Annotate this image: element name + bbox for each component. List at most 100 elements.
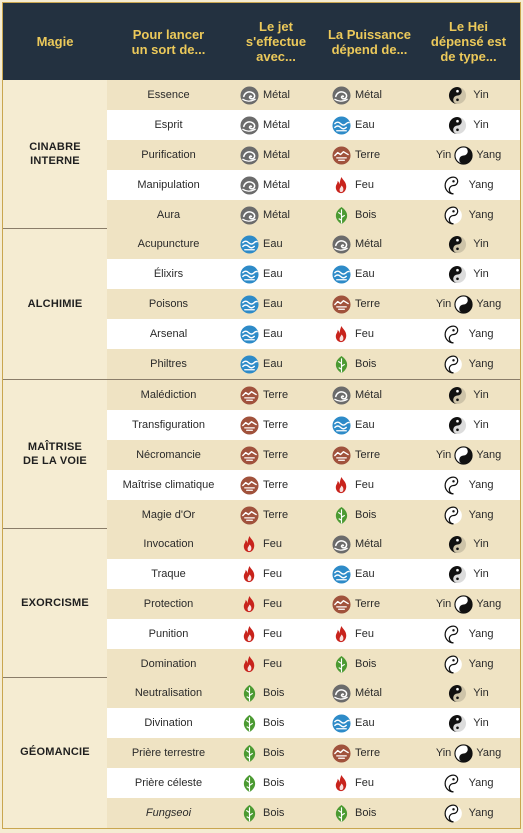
- element-label: Métal: [355, 89, 382, 101]
- metal-icon: [240, 145, 259, 165]
- hei-cell: Yin: [417, 535, 520, 554]
- hei-both: Yin Yang: [433, 594, 504, 614]
- earth-icon: [240, 475, 259, 495]
- element-label: Terre: [355, 449, 381, 461]
- puissance-cell: Bois: [322, 506, 417, 525]
- water-icon: [240, 324, 259, 344]
- spell-name: Essence: [147, 89, 190, 101]
- group-rows: Invocation Feu Métal Yin Traque Feu Eau Yin Prot…: [107, 529, 520, 679]
- yin-yang-icon: [454, 145, 473, 165]
- jet-cell: Métal: [230, 145, 322, 165]
- hei-cell: Yang: [417, 476, 520, 495]
- puissance-cell: Métal: [322, 85, 417, 105]
- hei-both: Yin Yang: [433, 743, 504, 763]
- puissance-cell: Bois: [322, 804, 417, 823]
- element-label: Bois: [355, 658, 377, 670]
- wood-icon: [240, 684, 259, 703]
- group-rows: Essence Métal Métal Yin Esprit Métal Eau Yin Pur…: [107, 80, 520, 230]
- element-label: Yang: [468, 777, 494, 789]
- spell-name: Prière céleste: [134, 777, 203, 789]
- group-rows: Neutralisation Bois Métal Yin Divination Bois…: [107, 678, 520, 828]
- yin-icon: [448, 386, 467, 405]
- yin-yang-icon: [454, 445, 473, 465]
- puissance-cell: Eau: [322, 115, 417, 135]
- yang-icon: [444, 655, 463, 674]
- element-label: Terre: [263, 389, 289, 401]
- table-row: Nécromancie Terre Terre Yin Yang: [107, 440, 520, 470]
- hei-yin: Yin: [448, 265, 489, 284]
- table-row: Maîtrise climatique Terre Feu Yang: [107, 470, 520, 500]
- element-label: Métal: [355, 687, 382, 699]
- group-rows: Acupuncture Eau Métal Yin Élixirs Eau Eau Yin Po…: [107, 229, 520, 379]
- metal-icon: [332, 683, 351, 703]
- element-label: Yin: [473, 238, 489, 250]
- spell-name: Esprit: [154, 119, 183, 131]
- hei-cell: Yin: [417, 116, 520, 135]
- hei-cell: Yang: [417, 176, 520, 195]
- element-label: Terre: [355, 598, 381, 610]
- magic-group: CINABRE INTERNE Essence Métal Métal Yin Espri…: [3, 80, 520, 230]
- element-label: Eau: [355, 268, 375, 280]
- puissance-cell: Métal: [322, 234, 417, 254]
- table-row: Arsenal Eau Feu Yang: [107, 319, 520, 349]
- table-row: Fungseoi Bois Bois Yang: [107, 798, 520, 828]
- yang-icon: [444, 476, 463, 495]
- metal-icon: [240, 205, 259, 225]
- jet-cell: Feu: [230, 655, 322, 674]
- hei-cell: Yang: [417, 206, 520, 225]
- table-row: Purification Métal Terre Yin Yang: [107, 140, 520, 170]
- yin-icon: [448, 714, 467, 733]
- spell-name: Fungseoi: [145, 807, 192, 819]
- hei-both: Yin Yang: [433, 145, 504, 165]
- hei-cell: Yin: [417, 235, 520, 254]
- table-row: Neutralisation Bois Métal Yin: [107, 678, 520, 708]
- spell-name: Nécromancie: [136, 449, 201, 461]
- element-label: Feu: [355, 179, 374, 191]
- hei-cell: Yin Yang: [417, 445, 520, 465]
- puissance-cell: Feu: [322, 176, 417, 195]
- fire-icon: [240, 625, 259, 644]
- hei-cell: Yin: [417, 86, 520, 105]
- element-label: Terre: [355, 149, 381, 161]
- table-row: Prière céleste Bois Feu Yang: [107, 768, 520, 798]
- element-label: Yang: [468, 179, 494, 191]
- puissance-cell: Eau: [322, 264, 417, 284]
- yang-icon: [444, 325, 463, 344]
- water-icon: [240, 234, 259, 254]
- spell-name: Protection: [143, 598, 194, 610]
- fire-icon: [240, 535, 259, 554]
- jet-cell: Bois: [230, 774, 322, 793]
- element-label: Terre: [263, 509, 289, 521]
- element-label: Terre: [263, 479, 289, 491]
- hei-yang: Yang: [444, 506, 493, 525]
- table-body: CINABRE INTERNE Essence Métal Métal Yin Espri…: [3, 80, 520, 828]
- water-icon: [332, 713, 351, 733]
- hei-cell: Yang: [417, 655, 520, 674]
- jet-cell: Eau: [230, 354, 322, 374]
- metal-icon: [240, 115, 259, 135]
- element-label: Métal: [263, 89, 290, 101]
- table-row: Protection Feu Terre Yin Yang: [107, 589, 520, 619]
- yin-icon: [448, 265, 467, 284]
- hei-cell: Yin Yang: [417, 743, 520, 763]
- hei-yin: Yin: [448, 386, 489, 405]
- jet-cell: Eau: [230, 324, 322, 344]
- metal-icon: [332, 534, 351, 554]
- puissance-cell: Feu: [322, 774, 417, 793]
- element-label: Métal: [355, 238, 382, 250]
- magic-group: MAÎTRISE DE LA VOIE Malédiction Terre Métal…: [3, 380, 520, 530]
- element-label: Yang: [476, 747, 502, 759]
- element-label: Yin: [435, 449, 452, 461]
- element-label: Métal: [263, 209, 290, 221]
- metal-icon: [240, 85, 259, 105]
- water-icon: [240, 264, 259, 284]
- puissance-cell: Bois: [322, 655, 417, 674]
- spell-name: Poisons: [148, 298, 189, 310]
- element-label: Yin: [435, 149, 452, 161]
- water-icon: [240, 294, 259, 314]
- table-row: Essence Métal Métal Yin: [107, 80, 520, 110]
- puissance-cell: Bois: [322, 355, 417, 374]
- wood-icon: [240, 714, 259, 733]
- earth-icon: [240, 415, 259, 435]
- table-row: Punition Feu Feu Yang: [107, 619, 520, 649]
